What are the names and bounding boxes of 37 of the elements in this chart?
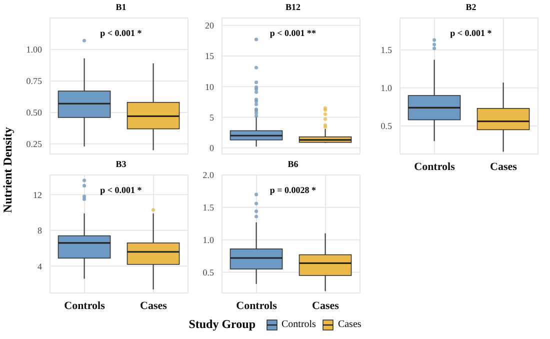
y-axis-title: Nutrient Density [0, 127, 16, 213]
legend-label: Controls [282, 319, 316, 330]
y-tick-label: 15 [205, 51, 214, 62]
y-tick-label: 1.5 [380, 45, 392, 56]
y-tick-label: 0.25 [26, 139, 42, 150]
x-tick-label: Controls [64, 300, 106, 312]
y-tick-label: 1.0 [380, 83, 392, 94]
y-tick-label: 4 [38, 261, 42, 272]
legend-label: Cases [338, 319, 362, 330]
annotation: p < 0.001 * [449, 28, 493, 38]
y-tick-label: 10 [205, 82, 214, 92]
chart-title: B1 [114, 1, 128, 14]
y-tick-label: 2.0 [202, 170, 214, 180]
y-tick-label: 0.5 [380, 121, 392, 132]
chart-title: B2 [464, 1, 478, 14]
chart-title: B3 [114, 158, 128, 171]
y-tick-label: 20 [205, 20, 214, 31]
y-tick-label: 0 [210, 143, 214, 154]
annotation: p = 0.0028 * [268, 185, 318, 195]
y-tick-label: 0.50 [26, 108, 42, 118]
y-tick-label: 0.5 [202, 267, 214, 278]
legend-title: Study Group [188, 317, 256, 332]
y-tick-label: 1.5 [202, 202, 214, 213]
y-tick-label: 1.0 [202, 235, 214, 246]
y-tick-label: 12 [33, 190, 42, 200]
annotation: p < 0.001 * [99, 185, 143, 195]
annotation: p < 0.001 * [99, 28, 143, 38]
y-tick-label: 5 [210, 112, 214, 122]
y-tick-label: 0.75 [26, 76, 42, 86]
x-tick-label: Cases [312, 300, 340, 312]
x-tick-label: Cases [140, 300, 168, 312]
y-tick-label: 1.00 [26, 44, 42, 55]
x-tick-label: Controls [236, 300, 278, 312]
y-tick-label: 8 [38, 226, 42, 236]
annotation: p < 0.001 ** [268, 28, 318, 38]
chart-title: B6 [286, 158, 300, 171]
chart-title: B12 [284, 1, 302, 14]
